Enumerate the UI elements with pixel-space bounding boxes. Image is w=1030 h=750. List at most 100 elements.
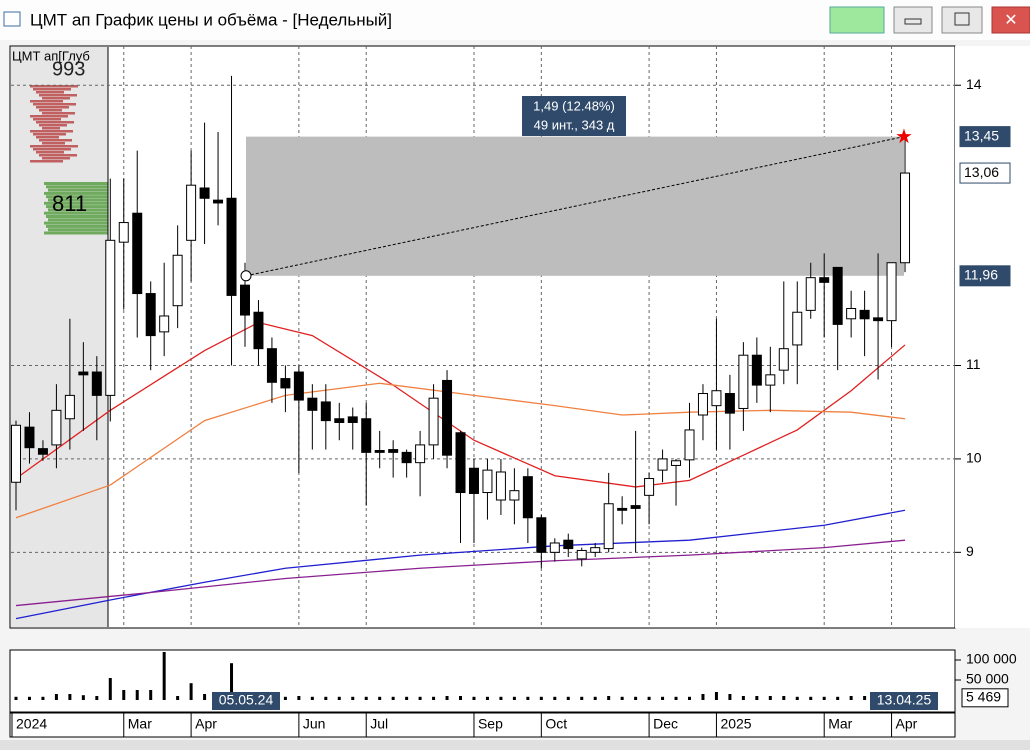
candle-body — [644, 478, 655, 496]
candle-body — [819, 277, 830, 283]
volume-bar — [822, 696, 826, 700]
minimize-button[interactable] — [893, 6, 933, 34]
book-ask — [36, 136, 59, 139]
book-ask — [39, 139, 72, 142]
volume-bar — [512, 696, 516, 700]
y-tick-label: 9 — [966, 543, 974, 559]
price-marker-label: 11,96 — [964, 267, 998, 283]
volume-bar — [297, 696, 301, 700]
close-button[interactable] — [991, 6, 1030, 34]
book-label: 811 — [52, 191, 87, 216]
date-box — [870, 692, 938, 710]
volume-bar — [795, 696, 799, 700]
candle-body — [778, 348, 789, 371]
candle-body — [172, 254, 183, 307]
candle-body — [374, 450, 385, 453]
volume-bar — [108, 678, 112, 700]
measure-line — [245, 136, 905, 277]
volume-bar — [607, 696, 611, 700]
candle-body — [563, 539, 574, 550]
book-ask — [30, 130, 73, 133]
book-ask — [33, 133, 66, 136]
candle-body — [293, 371, 304, 401]
book-ask — [36, 121, 74, 124]
candle-body — [334, 418, 345, 423]
volume-bar — [230, 663, 234, 700]
candle-body — [118, 222, 129, 243]
measure-label: 1,49 (12.48%) — [533, 98, 615, 113]
y-tick-label: 11 — [966, 356, 981, 372]
volume-bar — [149, 690, 153, 700]
candle-body — [455, 432, 466, 494]
volume-bar — [526, 696, 530, 700]
volume-bar — [472, 696, 476, 700]
date-axis — [9, 712, 956, 738]
date-box-label: 05.05.24 — [219, 692, 274, 708]
v-tick-label: 50 000 — [966, 671, 1009, 687]
y-tick-label: 14 — [966, 76, 982, 92]
book-bid — [46, 205, 108, 209]
x-tick-label: Dec — [653, 716, 678, 732]
candle-body — [145, 293, 156, 337]
candle-body — [199, 187, 210, 199]
candle-body — [724, 393, 735, 414]
volume-bar — [768, 696, 772, 700]
candle-body — [253, 311, 264, 350]
price-marker — [959, 162, 1011, 184]
candle-body — [482, 469, 493, 494]
book-bid — [46, 215, 108, 218]
volume-bar — [135, 690, 139, 700]
candle-body — [738, 354, 749, 409]
link-button[interactable] — [829, 6, 885, 34]
volume-bar — [189, 683, 193, 700]
volume-bar — [176, 696, 180, 700]
x-tick-label: Apr — [896, 716, 918, 732]
x-tick-label: Mar — [128, 716, 152, 732]
candle-body — [900, 172, 911, 264]
scrollbar[interactable] — [0, 740, 1030, 750]
book-bid — [44, 211, 108, 215]
book-ask — [36, 151, 64, 154]
book-ask — [42, 97, 70, 100]
candle-body — [590, 547, 601, 553]
volume-bar — [634, 696, 638, 700]
candle-body — [684, 429, 695, 461]
book-ask — [42, 157, 70, 160]
candle-body — [428, 397, 439, 446]
book-ask — [39, 94, 77, 97]
x-tick-label: 2024 — [16, 716, 47, 732]
volume-bar — [14, 696, 18, 700]
moving-average — [15, 509, 906, 620]
volume-bar — [809, 696, 813, 700]
volume-bar — [728, 694, 732, 700]
volume-bar — [836, 696, 840, 700]
legend-label: ЦМТ ап[Глуб — [12, 48, 90, 63]
volume-bar — [54, 694, 58, 700]
book-bid — [46, 224, 108, 228]
volume-bar — [283, 696, 287, 700]
volume-bar — [553, 696, 557, 700]
book-bid — [48, 208, 108, 212]
x-tick-label: Sep — [478, 716, 503, 732]
volume-bar — [661, 696, 665, 700]
candle-body — [603, 503, 614, 550]
maximize-icon — [954, 12, 970, 26]
volume-bar — [539, 696, 543, 700]
candle-body — [159, 315, 170, 333]
book-bid — [44, 221, 108, 225]
close-icon: ✕ — [1004, 12, 1017, 29]
candle-body — [442, 379, 453, 456]
volume-bar — [620, 696, 624, 700]
volume-bar — [688, 696, 691, 700]
volume-bar — [863, 696, 867, 700]
volume-bar — [849, 696, 853, 700]
volume-bar — [566, 696, 570, 700]
volume-bar — [310, 696, 314, 700]
book-bid — [46, 185, 108, 189]
moving-average — [15, 382, 906, 519]
candle-body — [132, 212, 143, 295]
volume-bar — [405, 696, 409, 700]
candle-body — [91, 371, 102, 396]
maximize-button[interactable] — [941, 6, 983, 34]
candle-body — [239, 284, 250, 316]
